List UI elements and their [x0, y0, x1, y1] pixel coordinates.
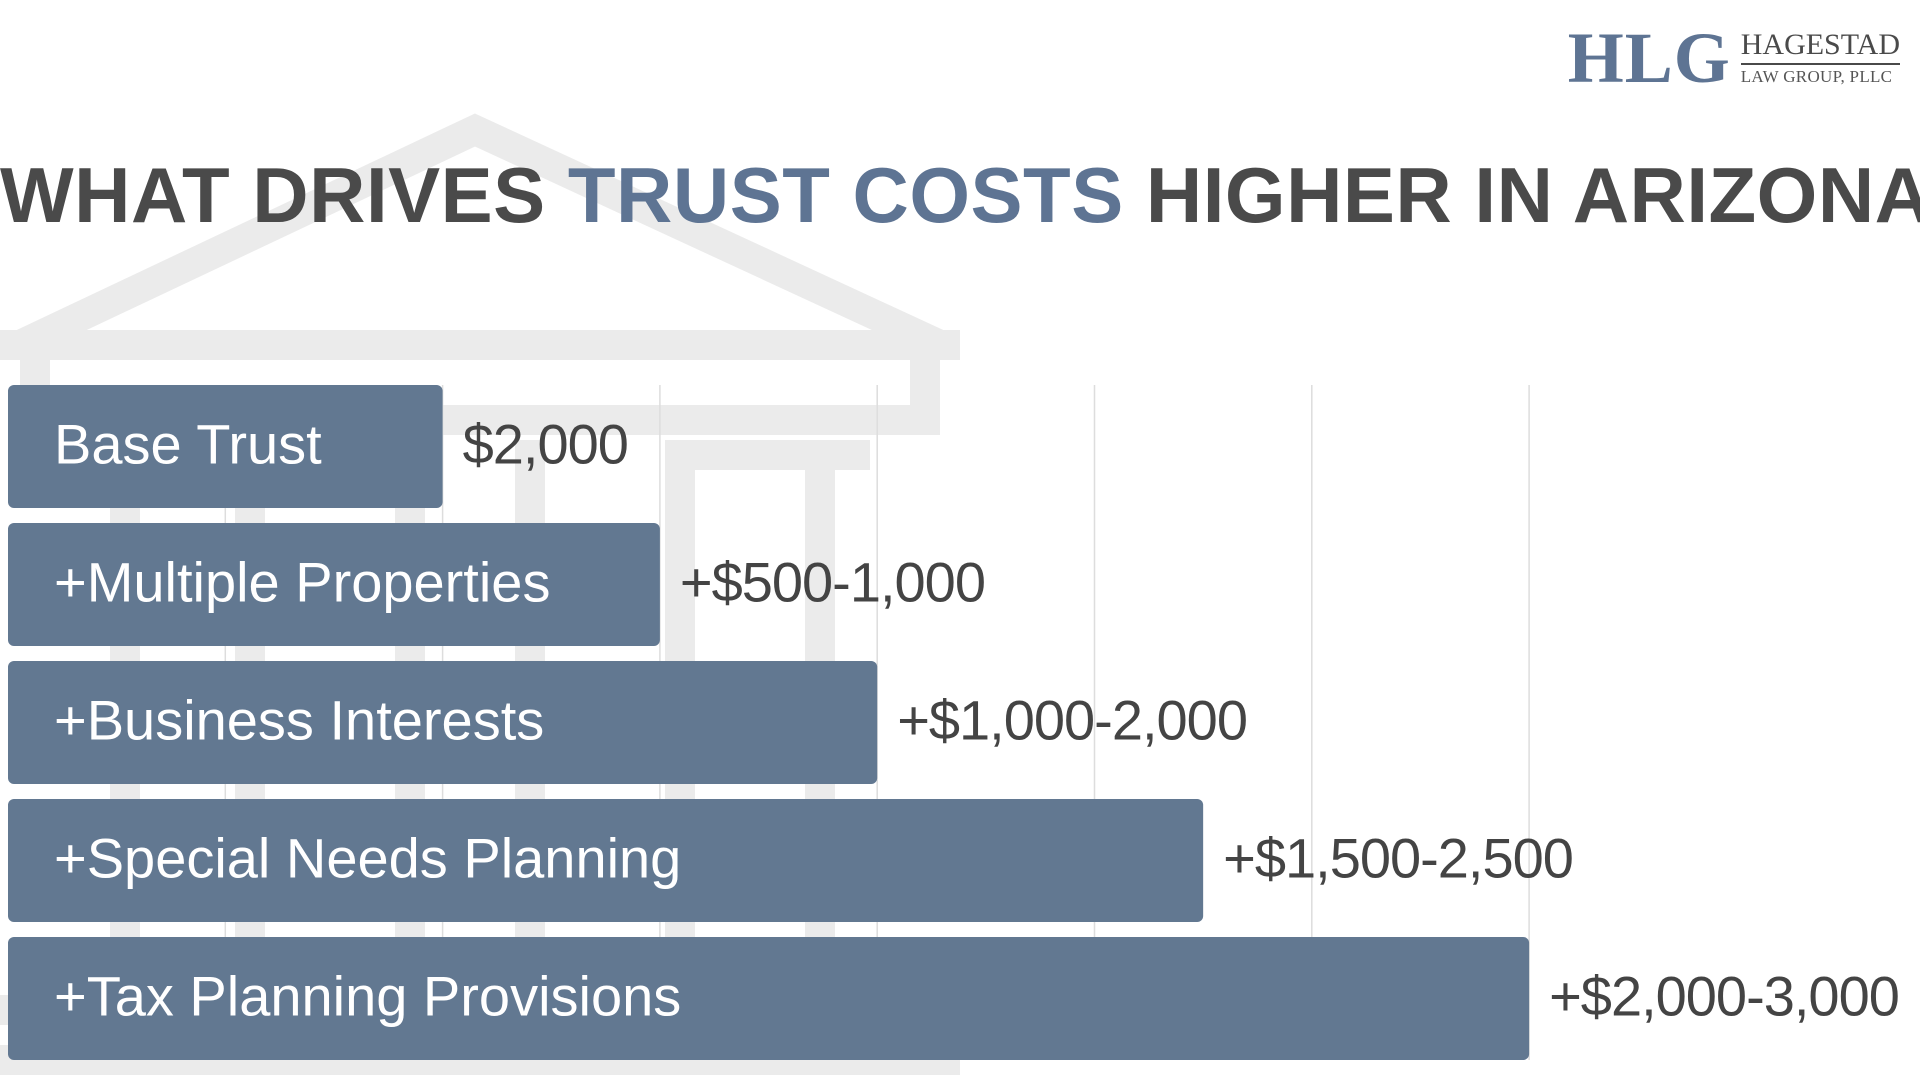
bar-category-label: +Special Needs Planning — [54, 826, 681, 889]
bar — [8, 523, 660, 646]
bar-category-label: +Tax Planning Provisions — [54, 964, 681, 1027]
bar — [8, 799, 1204, 922]
bar-value-label: +$500-1,000 — [680, 550, 985, 613]
title-part-2: HIGHER IN ARIZONA — [1123, 151, 1920, 239]
logo-text: HAGESTAD LAW GROUP, PLLC — [1740, 29, 1900, 87]
logo-company-subtitle: LAW GROUP, PLLC — [1740, 66, 1893, 86]
bar-category-label: +Multiple Properties — [54, 550, 550, 613]
bar-value-label: +$1,000-2,000 — [897, 688, 1247, 751]
bars: Base Trust $2,000 +Multiple Properties +$50… — [8, 385, 1900, 1060]
bar — [8, 937, 1530, 1060]
title-accent: TRUST COSTS — [567, 151, 1124, 239]
courthouse-roof — [13, 113, 947, 359]
title-part-1: WHAT DRIVES — [0, 151, 568, 239]
bar — [8, 661, 878, 784]
page-title: WHAT DRIVES TRUST COSTS HIGHER IN ARIZON… — [0, 150, 1920, 241]
logo-company-name: HAGESTAD — [1740, 29, 1900, 65]
courthouse-entablature — [20, 345, 940, 435]
bar — [8, 385, 443, 508]
company-logo: HLG HAGESTAD LAW GROUP, PLLC — [1568, 22, 1900, 94]
bar-value-label: +$2,000-3,000 — [1549, 964, 1899, 1027]
bar-value-label: $2,000 — [463, 412, 628, 475]
bar-category-label: Base Trust — [54, 412, 322, 475]
logo-mark: HLG — [1567, 18, 1731, 98]
bar-value-label: +$1,500-2,500 — [1223, 826, 1573, 889]
bar-category-label: +Business Interests — [54, 688, 544, 751]
